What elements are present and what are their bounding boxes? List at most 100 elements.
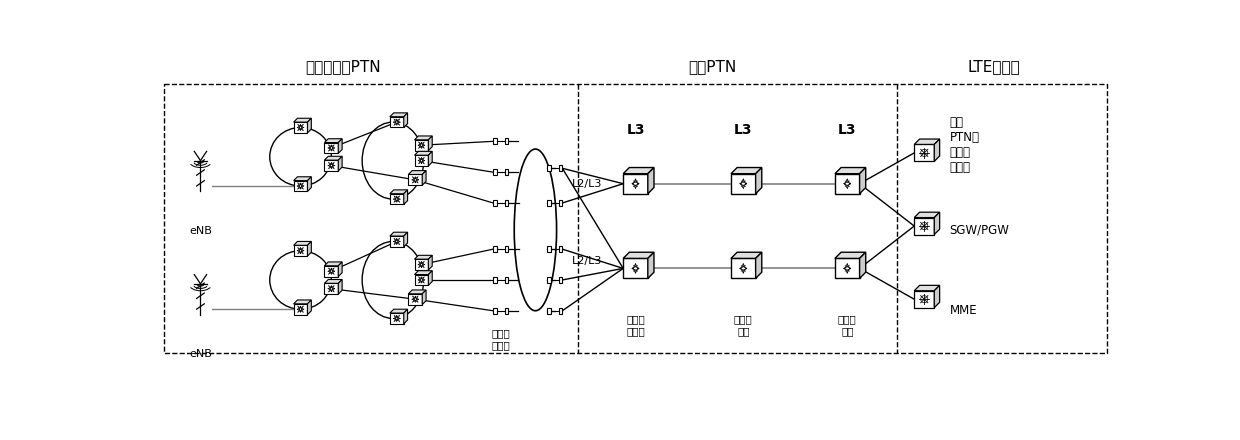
Polygon shape (547, 246, 551, 252)
Polygon shape (294, 177, 311, 181)
Polygon shape (494, 246, 497, 252)
Text: L3: L3 (838, 123, 857, 137)
Polygon shape (624, 258, 647, 279)
Text: 省干PTN: 省干PTN (688, 59, 737, 74)
Polygon shape (934, 286, 940, 308)
Polygon shape (294, 242, 311, 246)
Polygon shape (494, 277, 497, 283)
Polygon shape (294, 304, 308, 315)
Polygon shape (325, 160, 339, 171)
Polygon shape (408, 171, 427, 174)
Text: 实现
PTN故
障定位
的装置: 实现 PTN故 障定位 的装置 (950, 116, 980, 174)
Polygon shape (408, 294, 422, 304)
Polygon shape (859, 168, 866, 194)
Polygon shape (547, 165, 551, 172)
Text: eNB: eNB (188, 349, 212, 359)
Polygon shape (414, 275, 428, 286)
Polygon shape (404, 113, 408, 128)
Polygon shape (494, 200, 497, 206)
Polygon shape (414, 140, 428, 150)
Text: L3: L3 (626, 123, 645, 137)
Polygon shape (389, 313, 404, 324)
Polygon shape (294, 246, 308, 256)
Polygon shape (558, 246, 563, 252)
Polygon shape (339, 139, 342, 154)
Polygon shape (505, 277, 508, 283)
Polygon shape (408, 174, 422, 185)
Polygon shape (294, 181, 308, 191)
Polygon shape (308, 300, 311, 315)
Polygon shape (389, 309, 408, 313)
Polygon shape (732, 174, 755, 194)
Polygon shape (428, 151, 433, 166)
Polygon shape (404, 309, 408, 324)
Text: LTE核心网: LTE核心网 (967, 59, 1021, 74)
Polygon shape (339, 262, 342, 277)
Polygon shape (389, 190, 408, 194)
Polygon shape (914, 139, 940, 144)
Polygon shape (835, 168, 866, 174)
Polygon shape (505, 138, 508, 144)
Polygon shape (732, 258, 755, 279)
Text: 地市汇
聚节点: 地市汇 聚节点 (491, 328, 510, 350)
Polygon shape (308, 118, 311, 133)
Polygon shape (325, 262, 342, 266)
Polygon shape (494, 138, 497, 144)
Polygon shape (294, 122, 308, 133)
Text: L3: L3 (734, 123, 753, 137)
Polygon shape (732, 252, 761, 258)
Polygon shape (494, 308, 497, 314)
Polygon shape (755, 252, 761, 279)
Polygon shape (422, 171, 427, 185)
Polygon shape (835, 258, 859, 279)
Polygon shape (547, 277, 551, 283)
Polygon shape (414, 255, 433, 259)
Text: 地市城域网PTN: 地市城域网PTN (305, 59, 381, 74)
Polygon shape (389, 194, 404, 205)
Polygon shape (505, 246, 508, 252)
Text: 省汇聚
节点: 省汇聚 节点 (734, 315, 753, 336)
Polygon shape (325, 139, 342, 143)
Polygon shape (414, 271, 433, 275)
Polygon shape (624, 174, 647, 194)
Polygon shape (558, 308, 563, 314)
Polygon shape (859, 252, 866, 279)
Polygon shape (547, 200, 551, 206)
Text: L2/L3: L2/L3 (572, 179, 601, 189)
Polygon shape (835, 174, 859, 194)
Polygon shape (389, 232, 408, 236)
Text: 地市核
心节点: 地市核 心节点 (626, 315, 645, 336)
Polygon shape (494, 169, 497, 175)
Text: L2/L3: L2/L3 (572, 256, 601, 266)
Polygon shape (428, 271, 433, 286)
Polygon shape (505, 200, 508, 206)
Polygon shape (308, 177, 311, 191)
Polygon shape (558, 200, 563, 206)
Polygon shape (414, 136, 433, 140)
Polygon shape (408, 290, 427, 294)
Polygon shape (428, 136, 433, 150)
Polygon shape (422, 290, 427, 304)
Polygon shape (732, 168, 761, 174)
Polygon shape (505, 169, 508, 175)
Polygon shape (547, 308, 551, 314)
Polygon shape (558, 277, 563, 283)
Polygon shape (934, 139, 940, 161)
Text: MME: MME (950, 304, 977, 317)
Polygon shape (389, 113, 408, 117)
Polygon shape (414, 155, 428, 166)
Polygon shape (404, 190, 408, 205)
Polygon shape (914, 144, 934, 161)
Polygon shape (558, 165, 563, 172)
Polygon shape (339, 279, 342, 294)
Polygon shape (414, 151, 433, 155)
Polygon shape (339, 156, 342, 171)
Polygon shape (308, 242, 311, 256)
Polygon shape (325, 143, 339, 154)
Text: 省核心
节点: 省核心 节点 (838, 315, 857, 336)
Polygon shape (624, 168, 653, 174)
Polygon shape (325, 156, 342, 160)
Polygon shape (294, 118, 311, 122)
Text: eNB: eNB (188, 226, 212, 236)
Polygon shape (914, 291, 934, 308)
